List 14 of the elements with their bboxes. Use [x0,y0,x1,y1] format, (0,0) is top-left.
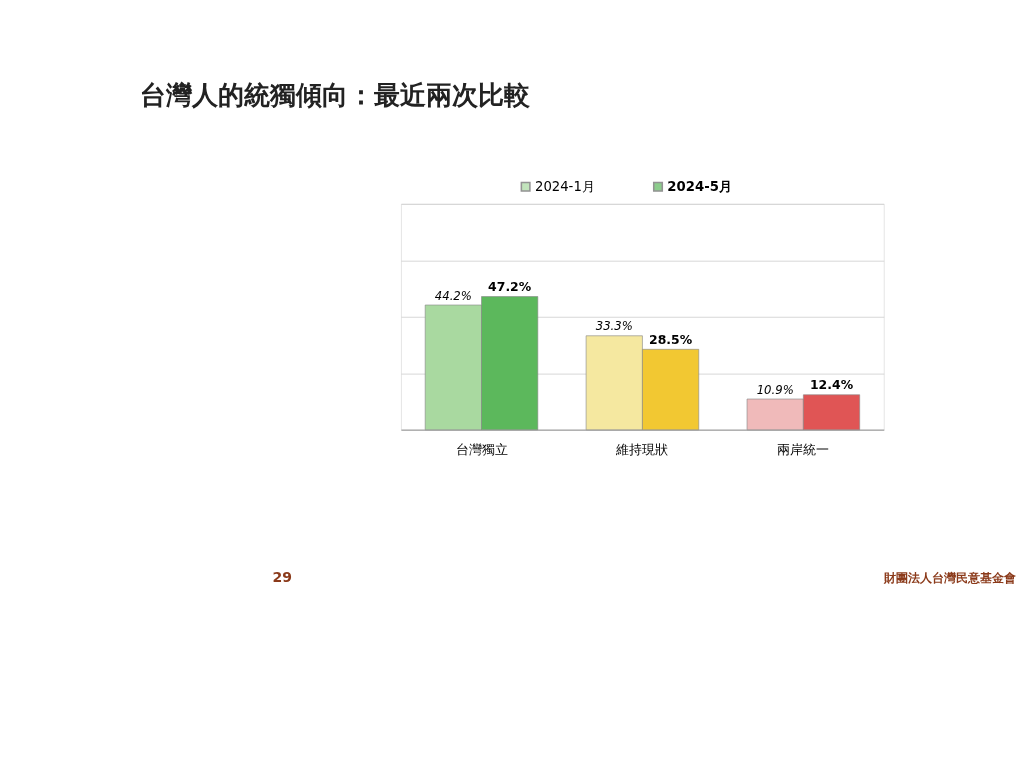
legend-label: 2024-1月 [534,178,595,194]
data-label: 47.2% [488,279,532,295]
x-tick-label: 台灣獨立 [455,442,508,458]
text: 財團法人台灣民意基金會 [883,570,1017,585]
data-label: 44.2% [434,288,472,303]
x-tick-label: 兩岸統一 [777,442,830,458]
legend-label: 2024-5月 [667,178,732,194]
data-label: 28.5% [649,331,693,347]
data-label: 12.4% [809,377,854,393]
data-label: 33.3% [595,319,633,334]
chart-title: 台灣人的統獨傾向：最近兩次比較 [140,78,532,110]
text: 29 [272,568,293,585]
data-label: 10.9% [756,382,794,397]
x-tick-label: 維持現狀 [615,442,669,458]
